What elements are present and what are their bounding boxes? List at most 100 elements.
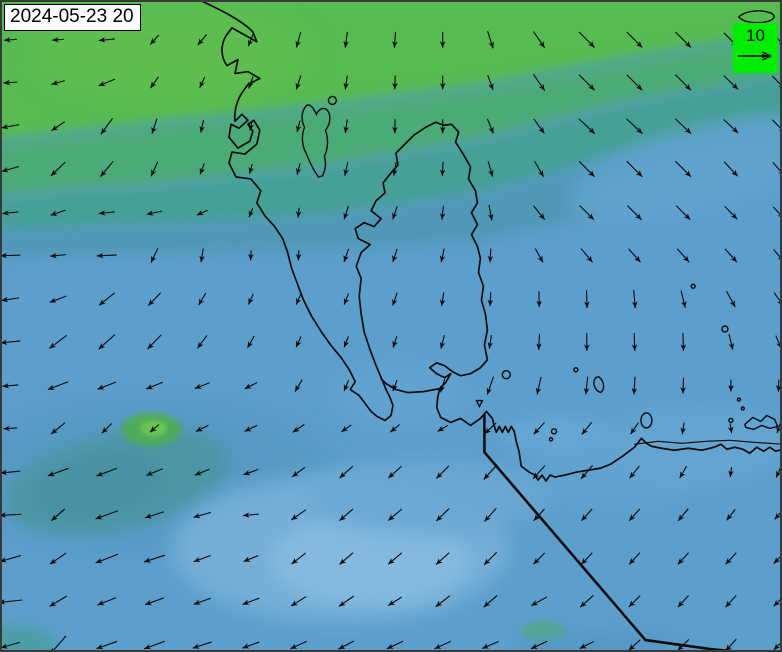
wind-arrow — [243, 555, 259, 563]
wind-arrow — [578, 31, 595, 48]
wind-arrow — [772, 161, 780, 176]
wind-arrow — [532, 205, 546, 221]
wind-arrow — [680, 332, 687, 351]
island — [737, 10, 775, 24]
wind-arrow — [392, 31, 398, 48]
wind-arrow — [628, 248, 641, 263]
wind-arrow — [775, 467, 780, 478]
wind-arrow — [727, 423, 734, 434]
wind-arrow — [773, 249, 780, 262]
wind-arrow — [295, 293, 302, 305]
wind-arrow — [2, 469, 21, 476]
coastline-path — [633, 439, 780, 445]
wind-arrow — [47, 381, 69, 391]
wind-vectors — [2, 31, 780, 650]
wind-arrow — [3, 36, 17, 43]
country-border — [483, 414, 733, 650]
wind-arrow — [98, 37, 115, 43]
wind-arrow — [192, 641, 212, 649]
wind-arrow — [439, 378, 446, 393]
wind-arrow — [484, 507, 497, 522]
wind-arrow — [435, 552, 450, 565]
wind-arrow — [579, 641, 595, 650]
wind-arrow — [487, 334, 494, 349]
wind-arrow — [771, 75, 780, 89]
wind-arrow — [199, 248, 205, 263]
wind-arrow — [50, 635, 67, 650]
wind-arrow — [98, 210, 115, 216]
wind-arrow — [2, 555, 22, 563]
wind-arrow — [97, 381, 117, 390]
wind-arrow — [248, 76, 254, 89]
wind-arrow — [51, 121, 65, 132]
wind-arrow — [339, 465, 354, 479]
wind-arrow — [343, 205, 349, 220]
wind-arrow — [196, 209, 208, 216]
wind-arrow — [628, 552, 641, 565]
island — [593, 375, 605, 394]
wind-arrow — [97, 597, 117, 606]
wind-arrow — [294, 379, 303, 392]
wind-arrow — [487, 31, 494, 49]
wind-arrow — [392, 205, 398, 220]
islet — [690, 283, 696, 289]
wind-arrow — [50, 508, 66, 522]
wind-arrow — [343, 31, 349, 48]
wind-arrow — [244, 424, 258, 432]
wind-arrow — [680, 422, 687, 435]
coastline-path — [201, 2, 780, 482]
wind-arrow — [776, 423, 780, 434]
island — [475, 399, 484, 409]
wind-arrow — [2, 599, 23, 605]
wind-arrow — [677, 508, 689, 522]
wind-arrow — [343, 75, 349, 90]
wind-arrow — [290, 640, 307, 650]
wind-arrow — [150, 161, 159, 177]
wind-arrow — [144, 511, 165, 519]
wind-arrow — [199, 163, 205, 175]
wind-arrow — [627, 205, 642, 221]
wind-arrow — [343, 248, 350, 263]
wind-arrow — [626, 160, 643, 178]
wind-arrow — [50, 422, 66, 435]
wind-arrow — [146, 381, 163, 390]
wind-arrow — [677, 595, 689, 608]
wind-arrow — [626, 118, 643, 135]
wind-arrow — [96, 467, 118, 477]
wind-arrow — [675, 205, 691, 221]
wind-arrow — [435, 595, 451, 608]
wind-arrow — [248, 250, 254, 261]
wind-arrow — [534, 160, 545, 177]
wind-arrow — [487, 292, 494, 307]
wind-arrow — [343, 379, 350, 392]
islet — [573, 367, 579, 373]
wind-arrow — [533, 508, 545, 522]
wind-arrow — [194, 468, 210, 476]
wind-arrow — [296, 120, 302, 133]
wind-arrow — [628, 639, 641, 650]
wind-arrow — [481, 641, 499, 650]
wind-arrow — [680, 290, 687, 308]
wind-arrow — [435, 508, 450, 522]
wind-arrow — [487, 248, 494, 263]
wind-arrow — [584, 290, 590, 309]
island — [301, 104, 331, 178]
wind-arrow — [100, 117, 114, 135]
wind-arrow — [726, 509, 736, 521]
wind-arrow — [49, 552, 67, 565]
wind-arrow — [2, 296, 20, 303]
wind-arrow — [47, 467, 69, 477]
wind-arrow — [483, 595, 498, 608]
wind-arrow — [628, 595, 641, 608]
islet — [736, 397, 742, 402]
wind-arrow — [339, 552, 354, 565]
wind-arrow — [392, 379, 398, 392]
wind-arrow — [96, 640, 118, 650]
wind-arrow — [723, 161, 739, 177]
wind-arrow — [343, 336, 350, 348]
wind-arrow — [243, 468, 259, 476]
wind-arrow — [247, 293, 254, 305]
wind-arrow — [95, 510, 119, 520]
wind-arrow — [195, 424, 209, 432]
islet — [501, 370, 511, 380]
